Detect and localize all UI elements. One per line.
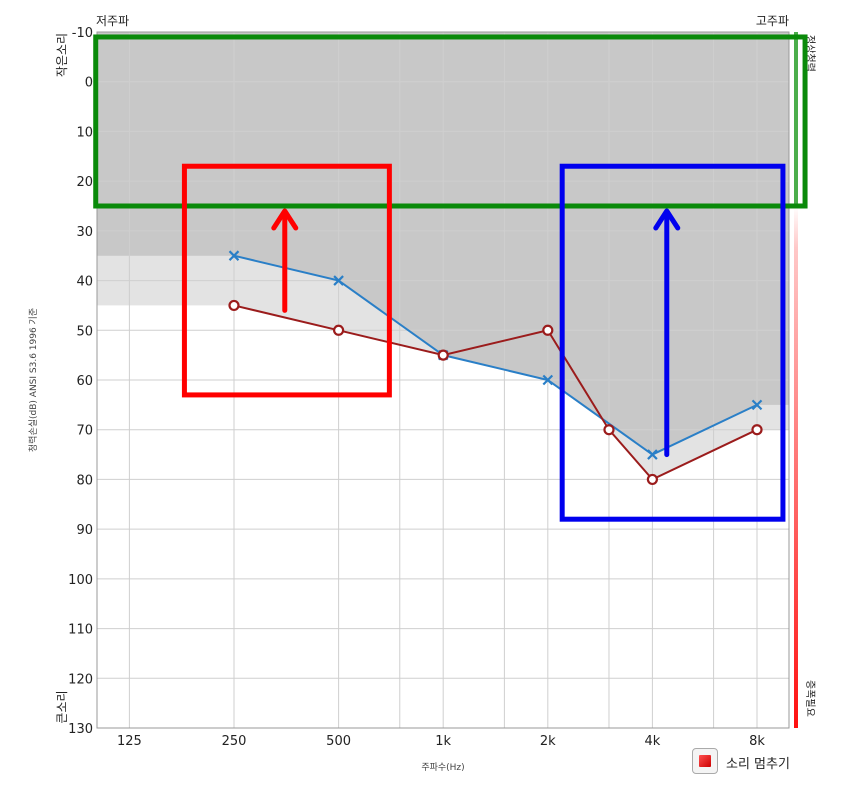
x-data-point	[751, 399, 763, 411]
y-tick-label: 0	[85, 76, 93, 91]
circle-data-point	[228, 299, 240, 312]
y-tick-label: 20	[76, 175, 93, 190]
x-tick-label: 500	[326, 734, 351, 749]
x-data-point	[333, 275, 344, 286]
x-marker-series-line	[233, 254, 758, 456]
circle-data-point	[646, 473, 659, 486]
y-tick-label: 30	[76, 225, 93, 240]
x-tick-label: 4k	[644, 734, 660, 749]
y-tick-label: 100	[68, 573, 93, 588]
y-tick-label: 40	[76, 275, 93, 290]
low-frequency-label: 저주파	[96, 14, 129, 28]
stop-square-icon	[699, 755, 711, 767]
x-tick-label: 250	[222, 734, 247, 749]
x-tick-label: 8k	[749, 734, 765, 749]
circle-data-point	[542, 324, 554, 336]
circle-data-point	[333, 324, 345, 336]
x-data-point	[647, 449, 658, 460]
y-tick-label: 120	[68, 672, 93, 687]
high-frequency-label: 고주파	[756, 14, 789, 28]
annotation-box	[559, 163, 786, 522]
y-tick-label: 110	[68, 623, 93, 638]
stop-sound-button[interactable]	[692, 748, 718, 774]
y-tick-label: 50	[76, 324, 93, 339]
plot-border	[96, 31, 790, 729]
annotation-box	[93, 34, 808, 209]
x-tick-label: 1k	[435, 734, 451, 749]
y-tick-label: 130	[68, 722, 93, 737]
data-series	[228, 250, 763, 486]
hearing-scale-bar	[794, 32, 798, 728]
y-tick-label: 80	[76, 473, 93, 488]
annotation-arrow	[271, 208, 299, 313]
annotations	[93, 34, 808, 522]
y-axis-title: 청력손실(dB) ANSI S3.6 1996 기준	[27, 308, 39, 452]
x-tick-label: 2k	[540, 734, 556, 749]
y-tick-label: 60	[76, 374, 93, 389]
x-axis-title: 주파수(Hz)	[421, 762, 464, 773]
annotation-arrow	[653, 208, 681, 458]
y-tick-label: 10	[76, 125, 93, 140]
normal-hearing-bar	[794, 32, 798, 206]
y-tick-label: 70	[76, 424, 93, 439]
stop-sound-label: 소리 멈추기	[726, 757, 790, 772]
circle-data-point	[751, 424, 763, 436]
y-tick-label: 90	[76, 523, 93, 538]
soft-sound-label: 작은소리	[55, 33, 69, 77]
amplification-needed-label: 증폭필요	[804, 680, 816, 717]
loud-sound-label: 큰소리	[55, 690, 69, 723]
x-data-point	[228, 250, 240, 261]
circle-data-point	[437, 349, 449, 361]
x-tick-label: 125	[117, 734, 142, 749]
annotation-box	[181, 163, 392, 398]
circle-data-point	[603, 424, 615, 436]
x-data-point	[542, 374, 554, 386]
y-tick-label: -10	[72, 26, 93, 41]
amplification-bar	[794, 206, 798, 728]
tick-labels: -10 0 10 20 30 40 50 60 70 80 90 100 110 120 130 125 250…	[68, 26, 765, 749]
